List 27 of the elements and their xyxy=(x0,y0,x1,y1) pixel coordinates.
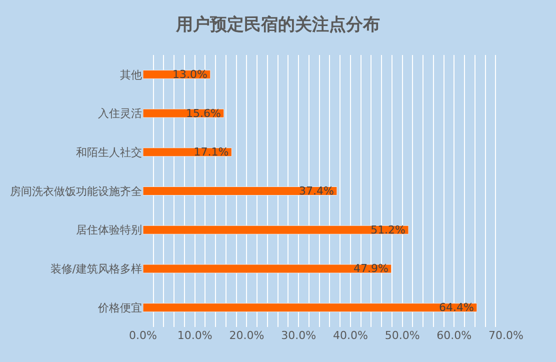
data-label: 47.9% xyxy=(353,262,388,276)
data-label: 13.0% xyxy=(172,68,208,81)
x-tick-label: 10.0% xyxy=(177,329,212,342)
data-label: 15.6% xyxy=(186,106,221,120)
x-tick-label: 70.0% xyxy=(488,329,524,342)
x-tick-label: 40.0% xyxy=(332,329,368,342)
y-tick-label: 和陌生人社交 xyxy=(76,146,142,159)
y-tick-label: 房间洗衣做饭功能设施齐全 xyxy=(10,184,142,198)
bar xyxy=(143,225,409,234)
y-tick-label: 入住灵活 xyxy=(98,107,142,120)
x-tick-label: 60.0% xyxy=(436,329,472,342)
bar xyxy=(143,264,392,274)
y-tick-label: 其他 xyxy=(120,68,142,82)
data-label: 64.4% xyxy=(439,301,474,314)
data-label: 37.4% xyxy=(298,184,334,198)
chart-title: 用户预定民宿的关注点分布 xyxy=(175,15,380,35)
data-label: 51.2% xyxy=(370,223,406,236)
y-tick-label: 装修/建筑风格多样 xyxy=(50,262,142,276)
x-tick-label: 30.0% xyxy=(281,329,316,342)
x-tick-label: 20.0% xyxy=(229,329,264,342)
y-tick-label: 价格便宜 xyxy=(97,301,142,314)
bar xyxy=(143,186,338,196)
bar xyxy=(143,303,478,312)
x-tick-label: 0.0% xyxy=(129,329,157,342)
y-tick-label: 居住体验特别 xyxy=(76,224,142,237)
x-tick-label: 50.0% xyxy=(384,329,420,342)
data-label: 17.1% xyxy=(194,146,229,159)
